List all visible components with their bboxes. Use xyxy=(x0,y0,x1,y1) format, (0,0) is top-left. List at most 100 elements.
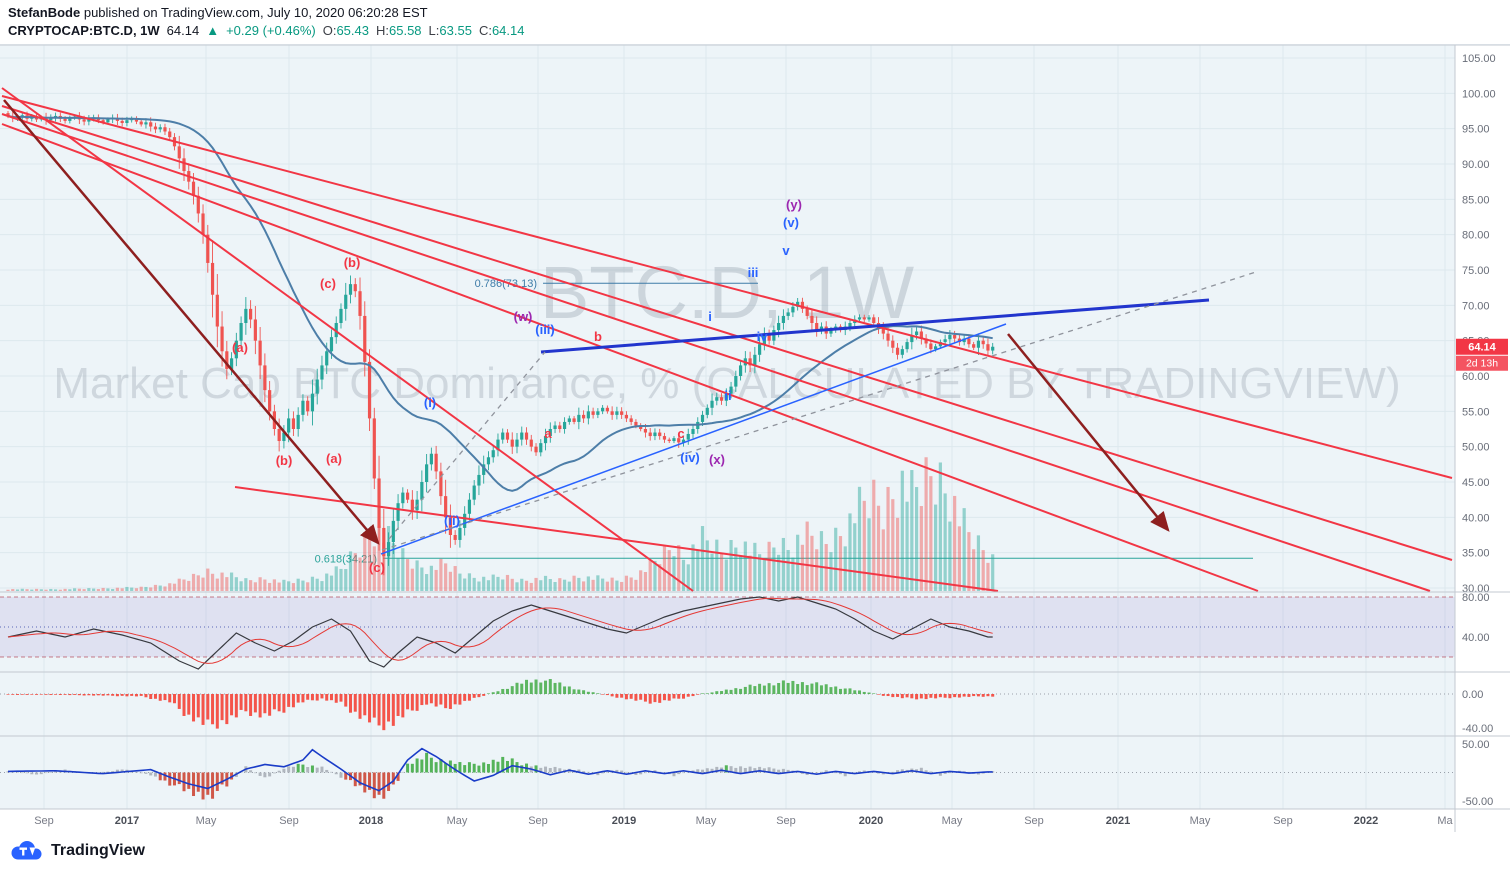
trend-line xyxy=(1,113,1431,592)
price-tick-label: 40.00 xyxy=(1462,512,1490,524)
svg-text:2d 13h: 2d 13h xyxy=(1466,358,1498,370)
fib-label: 0.618(34.21) xyxy=(315,553,377,565)
time-tick-label: Ma xyxy=(1437,815,1453,827)
fib-levels[interactable]: 0.786(73.13) 0.618(34.21) xyxy=(315,278,1253,565)
trend-line xyxy=(1,95,1453,479)
wave-label: ii xyxy=(724,388,731,403)
price-tick-label: 50.00 xyxy=(1462,442,1490,454)
grid xyxy=(0,45,1455,809)
wave-label: (a) xyxy=(326,451,342,466)
trend-line xyxy=(1,123,1259,592)
low-value: L:63.55 xyxy=(428,23,472,38)
footer: TradingView xyxy=(0,832,1510,870)
wave-labels[interactable]: (a) (b) (c) (b) (a) (c) a b c (i) (ii) (w)(iii) (iv)… xyxy=(232,197,802,575)
wave-label: (w) xyxy=(514,309,533,324)
trend-line xyxy=(1,105,1453,561)
price-tick-label: 105.00 xyxy=(1462,53,1496,65)
close-value: C:64.14 xyxy=(478,23,525,38)
fib-label: 0.786(73.13) xyxy=(475,278,537,290)
price-tick-label: 95.00 xyxy=(1462,124,1490,136)
price-tick-label: 90.00 xyxy=(1462,159,1490,171)
momentum-pane xyxy=(0,747,1455,800)
time-tick-label: Sep xyxy=(1273,815,1293,827)
wave-label: v xyxy=(782,243,790,258)
wave-label: iv xyxy=(757,329,769,344)
time-tick-label: Sep xyxy=(776,815,796,827)
wave-label: (ii) xyxy=(444,513,460,528)
time-axis[interactable]: Sep 2017 May Sep 2018 May Sep 2019 May Sep 2020 May… xyxy=(34,815,1453,827)
svg-text:64.14: 64.14 xyxy=(1468,342,1496,354)
wave-label: (x) xyxy=(709,452,725,467)
trend-line xyxy=(1,87,694,592)
time-tick-label: 2022 xyxy=(1354,815,1378,827)
price-badges: 64.14 2d 13h xyxy=(1456,338,1508,371)
time-tick-label: Sep xyxy=(528,815,548,827)
wave-label: i xyxy=(708,309,712,324)
oscillator-signal-line xyxy=(7,597,993,664)
publish-info: published on TradingView.com, July 10, 2… xyxy=(80,5,428,20)
wave-label: (a) xyxy=(232,340,248,355)
indicator-tick-label: -40.00 xyxy=(1462,723,1493,735)
indicator-tick-label: 40.00 xyxy=(1462,632,1490,644)
time-tick-label: Sep xyxy=(1024,815,1044,827)
price-tick-label: 55.00 xyxy=(1462,406,1490,418)
wave-label: (iii) xyxy=(535,322,555,337)
last-price-badge xyxy=(1456,338,1508,355)
wave-label: (b) xyxy=(276,453,293,468)
time-tick-label: Sep xyxy=(34,815,54,827)
publisher-name: StefanBode xyxy=(8,5,81,20)
trend-line xyxy=(381,271,1257,551)
price-tick-label: 100.00 xyxy=(1462,88,1496,100)
high-value: H:65.58 xyxy=(376,23,422,38)
volume-series xyxy=(6,457,995,591)
wave-label: (c) xyxy=(320,276,336,291)
price-tick-label: 35.00 xyxy=(1462,548,1490,560)
trend-line xyxy=(380,323,1007,555)
time-tick-label: Sep xyxy=(279,815,299,827)
oscillator-line xyxy=(7,596,993,670)
price-tick-label: 45.00 xyxy=(1462,477,1490,489)
wave-label: c xyxy=(677,426,684,441)
price-tick-label: 70.00 xyxy=(1462,300,1490,312)
wave-label: (c) xyxy=(369,560,385,575)
wave-label: b xyxy=(594,329,602,344)
wave-label: (i) xyxy=(424,395,436,410)
indicator-tick-label: 50.00 xyxy=(1462,739,1490,751)
momentum-line xyxy=(7,747,993,792)
ma-line xyxy=(7,114,993,492)
time-tick-label: May xyxy=(196,815,217,827)
time-tick-label: May xyxy=(447,815,468,827)
pane-separators xyxy=(0,44,1510,832)
price-tick-label: 75.00 xyxy=(1462,265,1490,277)
wave-label: a xyxy=(544,426,552,441)
trend-line xyxy=(234,486,999,592)
indicator-tick-label: 80.00 xyxy=(1462,592,1490,604)
symbol-bar: CRYPTOCAP:BTC.D, 1W 64.14 ▲ +0.29 (+0.46… xyxy=(8,22,1510,40)
wave-label: (iv) xyxy=(680,450,700,465)
tradingview-brand[interactable]: TradingView xyxy=(51,842,145,859)
time-tick-label: 2019 xyxy=(612,815,636,827)
indicator-tick-label: 0.00 xyxy=(1462,689,1483,701)
price-tick-label: 85.00 xyxy=(1462,194,1490,206)
wave-label: iii xyxy=(748,265,759,280)
trend-line xyxy=(388,351,546,540)
oscillator-pane xyxy=(0,596,1455,670)
trend-line xyxy=(540,298,1210,354)
histogram-pane xyxy=(0,679,1455,731)
trend-arrow xyxy=(3,99,380,545)
tradingview-logo-icon[interactable] xyxy=(10,840,44,862)
time-tick-label: 2021 xyxy=(1106,815,1130,827)
wave-label: (y) xyxy=(786,197,802,212)
time-tick-label: May xyxy=(696,815,717,827)
time-tick-label: May xyxy=(942,815,963,827)
trend-arrow xyxy=(1007,333,1170,532)
time-tick-label: May xyxy=(1190,815,1211,827)
time-tick-label: 2017 xyxy=(115,815,139,827)
change-arrow-icon: ▲ xyxy=(206,23,220,38)
publish-info-line: StefanBode published on TradingView.com,… xyxy=(8,4,1510,21)
open-value: O:65.43 xyxy=(322,23,369,38)
publish-header: StefanBode published on TradingView.com,… xyxy=(0,0,1510,44)
price-tick-label: 60.00 xyxy=(1462,371,1490,383)
trend-lines[interactable] xyxy=(1,87,1453,592)
